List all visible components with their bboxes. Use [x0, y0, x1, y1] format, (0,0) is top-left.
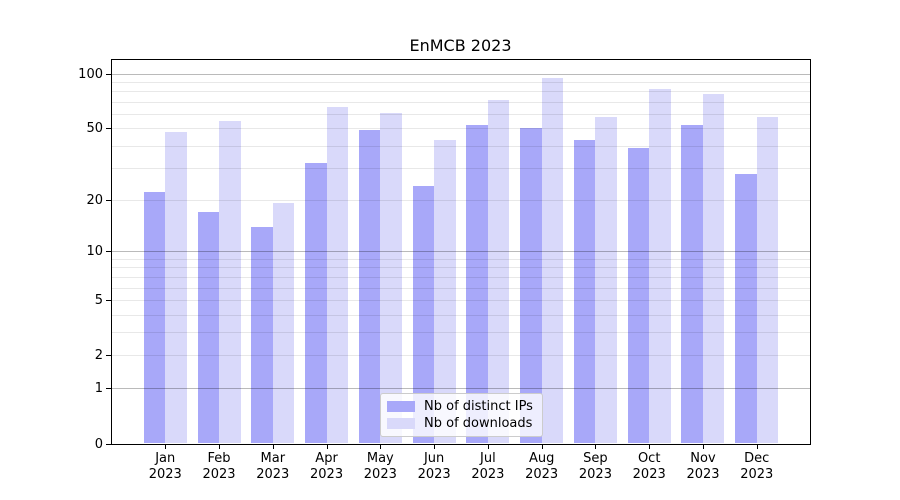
bar-distinct-ips-oct — [627, 147, 650, 443]
x-tick-label-may: May 2023 — [363, 451, 397, 482]
y-tick-label-1: 1 — [94, 380, 103, 396]
x-tick-mark-jan — [165, 445, 167, 449]
gridline-minor-2 — [112, 355, 810, 357]
gridline-minor-4 — [112, 314, 810, 316]
gridline-minor-90 — [112, 82, 810, 84]
gridline-minor-30 — [112, 168, 810, 170]
gridline-minor-8 — [112, 267, 810, 269]
x-tick-label-sep: Sep 2023 — [578, 451, 612, 482]
bar-distinct-ips-sep — [573, 140, 596, 443]
y-tick-label-20: 20 — [86, 192, 103, 208]
bar-downloads-sep — [595, 116, 617, 443]
gridline-minor-3 — [112, 332, 810, 334]
bar-downloads-nov — [702, 94, 725, 443]
gridline-minor-6 — [112, 287, 810, 289]
x-tick-label-dec: Dec 2023 — [740, 451, 774, 482]
x-tick-label-feb: Feb 2023 — [202, 451, 236, 482]
bar-distinct-ips-mar — [251, 226, 273, 443]
legend-swatch-downloads-icon — [387, 418, 415, 429]
x-tick-mark-mar — [272, 445, 274, 449]
bar-distinct-ips-dec — [735, 173, 757, 443]
x-tick-mark-aug — [541, 445, 543, 449]
x-tick-label-oct: Oct 2023 — [632, 451, 666, 482]
x-tick-label-nov: Nov 2023 — [686, 451, 720, 482]
bars-layer — [112, 60, 810, 444]
y-tick-label-10: 10 — [86, 244, 103, 260]
bar-distinct-ips-jun — [412, 185, 435, 443]
x-tick-label-jul: Jul 2023 — [471, 451, 505, 482]
bar-distinct-ips-aug — [520, 128, 542, 443]
x-tick-label-apr: Apr 2023 — [310, 451, 344, 482]
x-tick-label-mar: Mar 2023 — [256, 451, 290, 482]
bar-downloads-apr — [326, 106, 349, 443]
x-tick-mark-apr — [326, 445, 328, 449]
gridline-minor-80 — [112, 91, 810, 93]
bar-downloads-jun — [434, 140, 456, 443]
y-tick-label-100: 100 — [78, 66, 103, 82]
chart-title: EnMCB 2023 — [409, 36, 512, 55]
x-tick-mark-nov — [702, 445, 704, 449]
y-tick-label-5: 5 — [94, 292, 103, 308]
x-tick-mark-sep — [595, 445, 597, 449]
bar-downloads-jan — [165, 131, 187, 443]
y-tick-mark-5 — [106, 299, 111, 301]
y-tick-mark-20 — [106, 199, 111, 201]
gridline-major-1 — [112, 387, 810, 389]
x-tick-mark-jun — [434, 445, 436, 449]
bar-downloads-may — [380, 112, 402, 443]
bar-downloads-aug — [541, 77, 564, 443]
x-tick-label-jan: Jan 2023 — [148, 451, 182, 482]
y-tick-label-0: 0 — [94, 436, 103, 452]
bar-distinct-ips-nov — [681, 125, 703, 443]
plot-area: Nb of distinct IPs Nb of downloads — [111, 59, 811, 445]
gridline-minor-9 — [112, 259, 810, 260]
x-tick-mark-feb — [219, 445, 220, 449]
gridline-minor-50 — [112, 128, 810, 130]
gridline-minor-60 — [112, 114, 810, 116]
legend-row-downloads: Nb of downloads — [387, 415, 536, 432]
bar-distinct-ips-may — [358, 130, 381, 443]
y-tick-mark-50 — [106, 128, 111, 130]
bar-distinct-ips-feb — [197, 211, 219, 443]
y-tick-label-2: 2 — [94, 348, 103, 364]
y-tick-mark-1 — [106, 387, 111, 389]
y-tick-label-50: 50 — [86, 121, 103, 137]
gridlines-layer — [112, 60, 810, 444]
gridline-minor-7 — [112, 276, 810, 278]
gridline-major-10 — [112, 251, 810, 253]
x-tick-mark-jul — [487, 445, 489, 449]
y-tick-mark-10 — [106, 251, 111, 253]
gridline-minor-40 — [112, 145, 810, 147]
bar-downloads-feb — [219, 120, 241, 443]
gridline-major-100 — [112, 73, 810, 75]
bar-downloads-mar — [272, 203, 295, 443]
gridline-minor-70 — [112, 101, 810, 103]
gridline-minor-5 — [112, 299, 810, 301]
bar-downloads-jul — [487, 99, 510, 443]
y-tick-mark-100 — [106, 73, 111, 75]
bar-distinct-ips-apr — [305, 163, 327, 443]
legend-row-distinct-ips: Nb of distinct IPs — [387, 398, 536, 415]
legend-label-distinct-ips: Nb of distinct IPs — [424, 399, 533, 414]
bar-distinct-ips-jan — [143, 192, 166, 443]
y-tick-mark-0 — [106, 443, 111, 445]
legend-label-downloads: Nb of downloads — [424, 416, 533, 431]
x-tick-mark-oct — [649, 445, 651, 449]
bar-downloads-dec — [756, 116, 779, 443]
legend-swatch-distinct-ips-icon — [387, 401, 415, 412]
x-tick-label-aug: Aug 2023 — [525, 451, 559, 482]
x-tick-mark-dec — [756, 445, 758, 449]
legend: Nb of distinct IPs Nb of downloads — [380, 393, 543, 437]
y-tick-mark-2 — [106, 355, 111, 357]
x-tick-label-jun: Jun 2023 — [417, 451, 451, 482]
gridline-minor-20 — [112, 199, 810, 201]
bar-distinct-ips-jul — [466, 125, 488, 443]
bar-downloads-oct — [649, 89, 671, 443]
x-tick-mark-may — [380, 445, 382, 449]
